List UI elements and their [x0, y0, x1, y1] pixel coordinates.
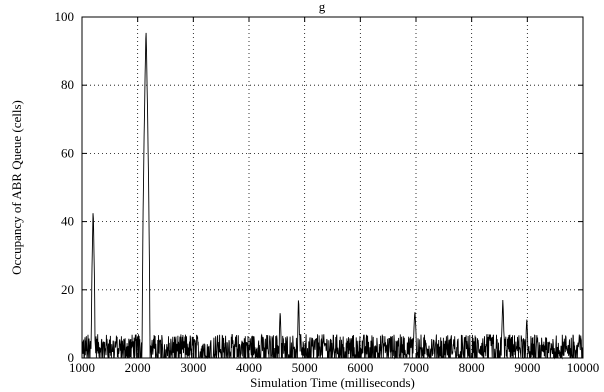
x-axis-label: Simulation Time (milliseconds): [250, 375, 415, 390]
series-layer: [81, 32, 584, 360]
x-tick-label: 5000: [292, 360, 318, 375]
y-tick-label: 80: [61, 77, 74, 92]
x-tick-label: 3000: [180, 360, 206, 375]
grid-lines: [82, 17, 583, 358]
ticks: [81, 16, 584, 359]
x-tick-label: 1000: [69, 360, 95, 375]
y-axis-label: Occupancy of ABR Queue (cells): [9, 100, 24, 275]
y-tick-label: 0: [68, 350, 75, 365]
x-tick-label: 7000: [403, 360, 429, 375]
x-tick-label: 6000: [347, 360, 373, 375]
y-tick-label: 40: [61, 214, 74, 229]
x-tick-label: 2000: [125, 360, 151, 375]
series-line: [81, 32, 584, 360]
x-tick-label: 8000: [459, 360, 485, 375]
y-tick-label: 100: [55, 9, 75, 24]
y-tick-labels: 0 20 40 60 80 100: [55, 9, 75, 365]
y-tick-label: 60: [61, 145, 74, 160]
y-tick-label: 20: [61, 282, 74, 297]
x-tick-labels: 1000 2000 3000 4000 5000 6000 7000 8000 9000 1000…: [69, 360, 599, 375]
x-tick-label: 10000: [567, 360, 600, 375]
chart-title: g: [319, 0, 326, 14]
x-tick-label: 9000: [514, 360, 540, 375]
x-tick-label: 4000: [236, 360, 262, 375]
plot-frame: [81, 16, 584, 359]
